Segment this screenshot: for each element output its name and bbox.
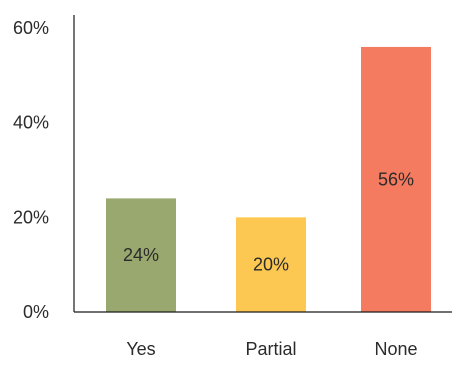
x-tick-label: None [374, 339, 417, 359]
bars-group [106, 46, 431, 312]
y-axis-tick-labels: 0% 20% 40% 60% [13, 18, 49, 322]
x-tick-label: Yes [126, 339, 155, 359]
x-axis-tick-labels: Yes Partial None [126, 339, 417, 359]
bar-data-label: 56% [378, 169, 414, 189]
bar-none [361, 46, 431, 312]
bar-data-labels: 24% 20% 56% [123, 169, 414, 274]
bar-data-label: 20% [253, 255, 289, 275]
bar-partial [236, 217, 306, 312]
y-tick-label: 20% [13, 207, 49, 227]
y-tick-label: 60% [13, 18, 49, 38]
bar-yes [106, 198, 176, 312]
x-tick-label: Partial [245, 339, 296, 359]
y-tick-label: 0% [23, 302, 49, 322]
bar-data-label: 24% [123, 245, 159, 265]
y-tick-label: 40% [13, 113, 49, 133]
